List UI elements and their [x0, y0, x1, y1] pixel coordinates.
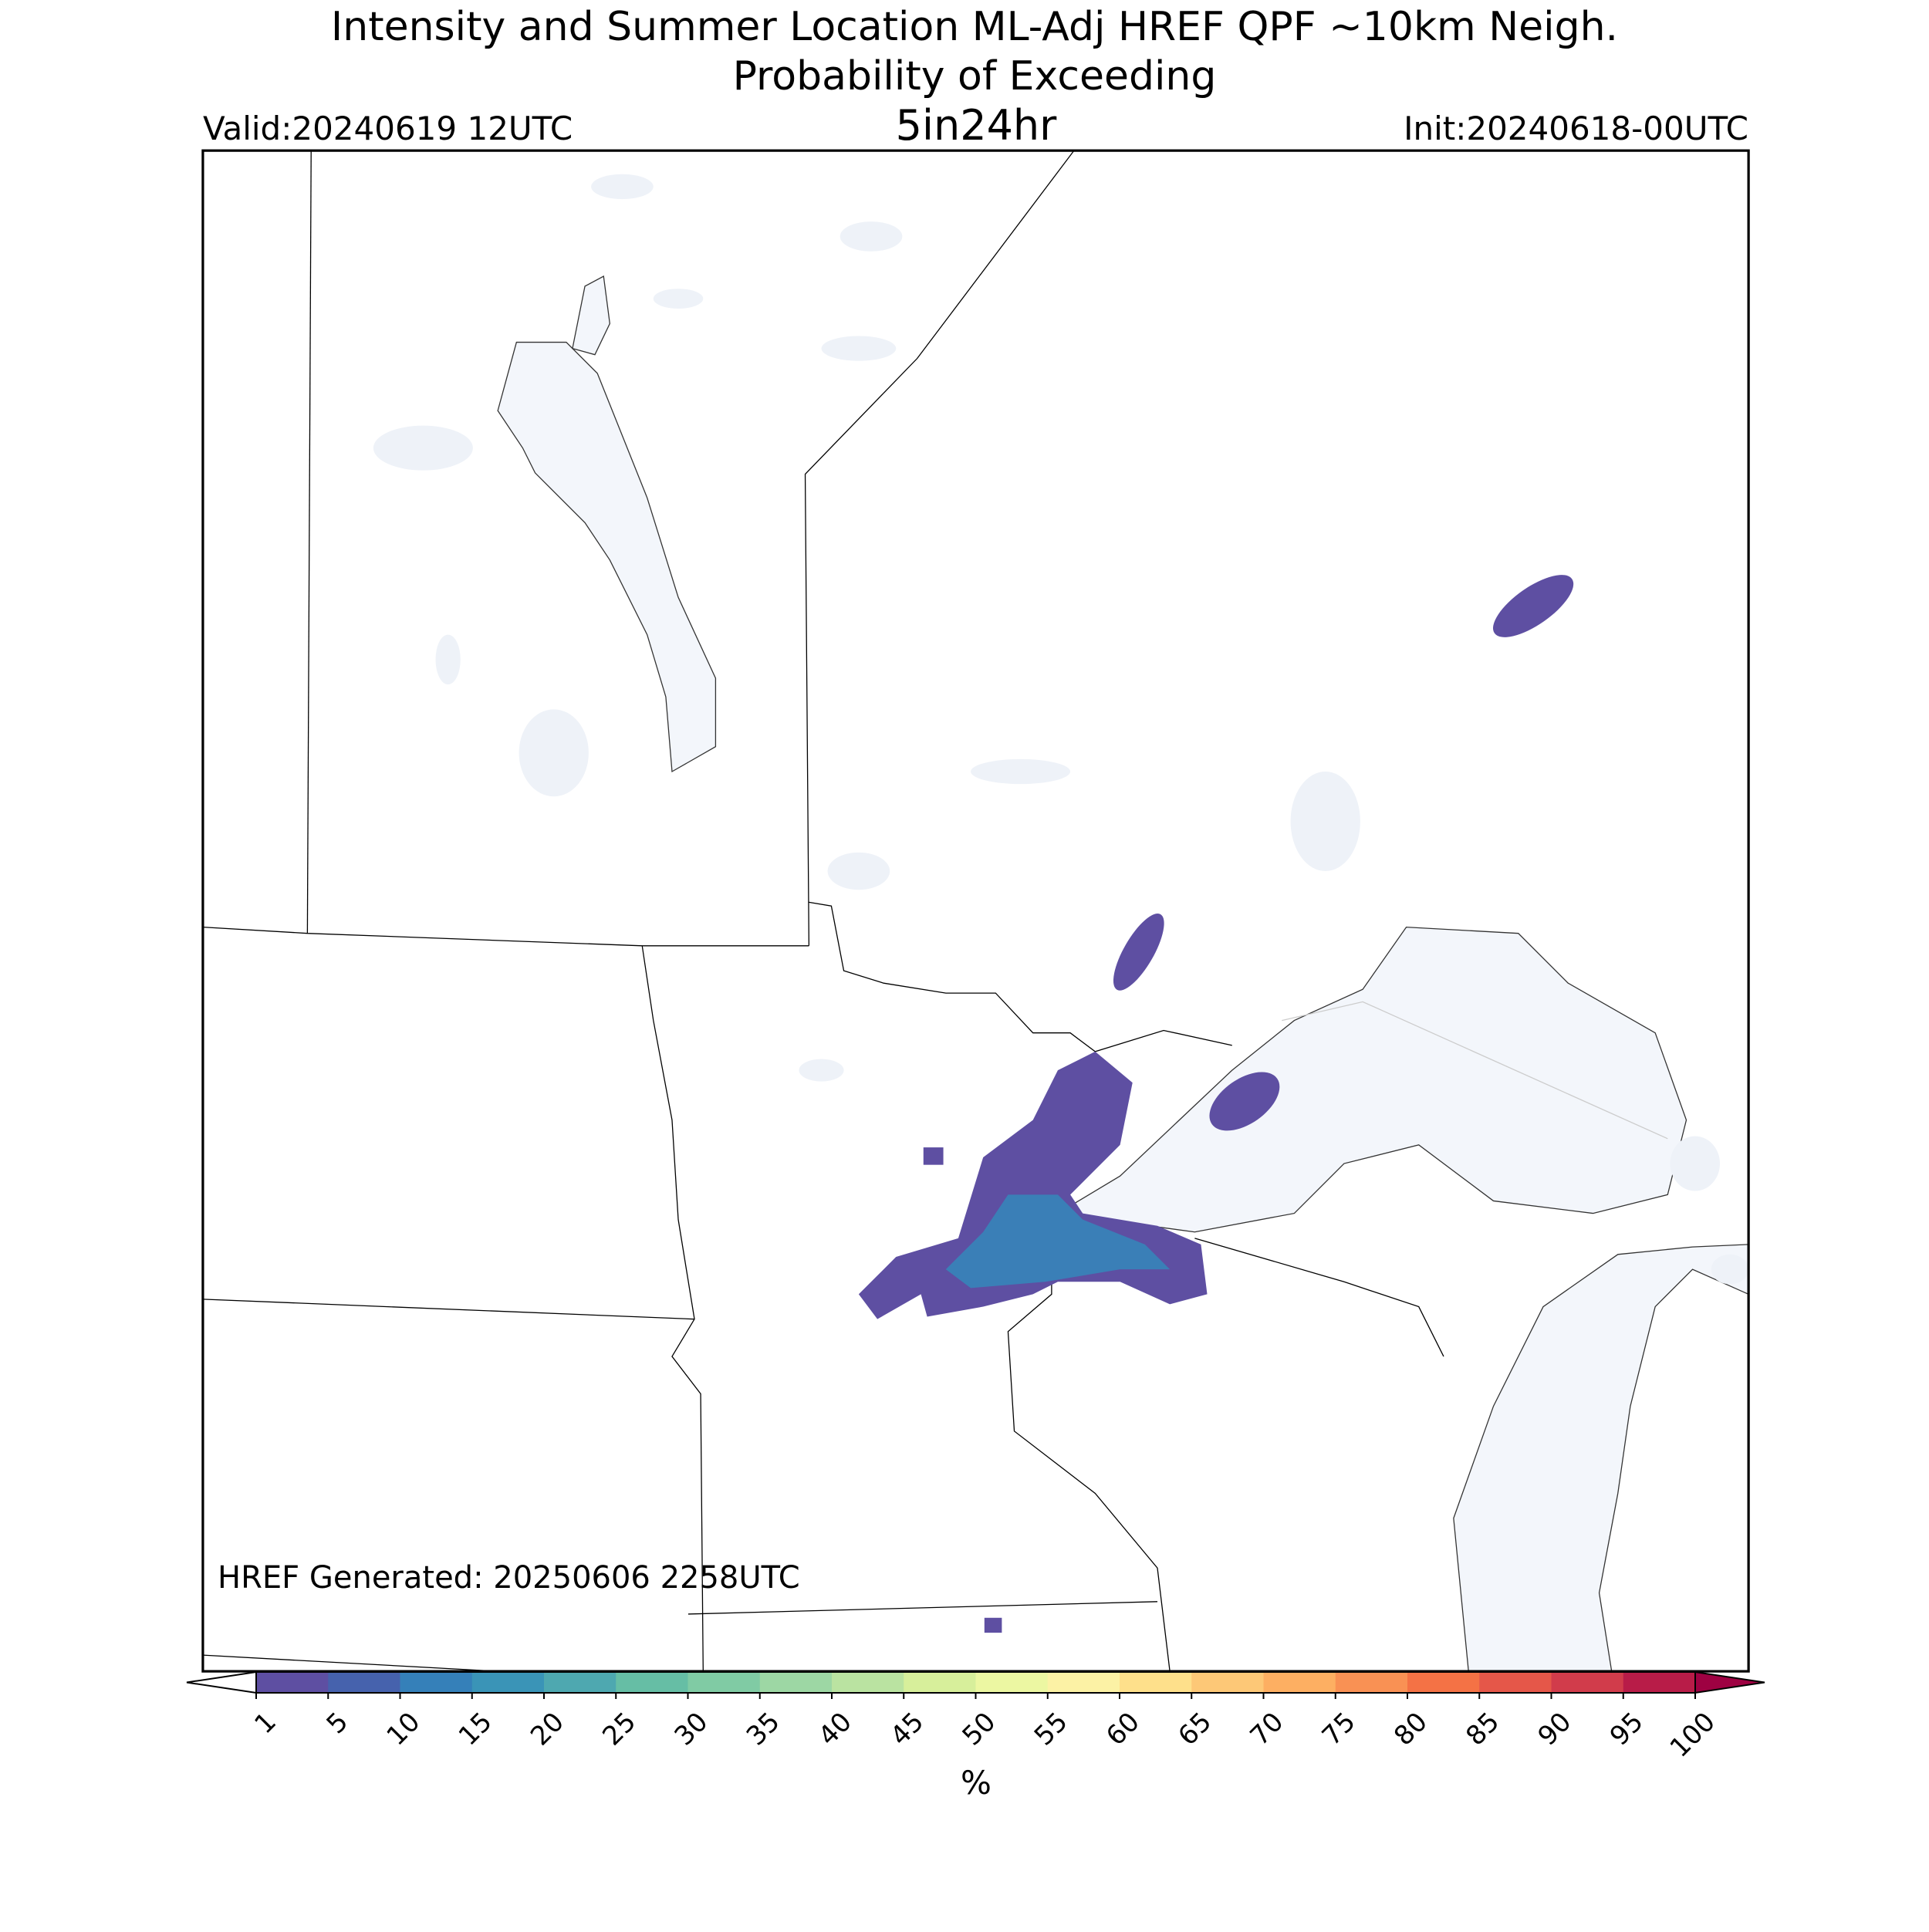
probability-area	[1113, 914, 1164, 991]
colorbar-under	[186, 1670, 257, 1694]
colorbar-tick-label: 80	[1388, 1707, 1434, 1752]
colorbar-bin	[471, 1672, 545, 1693]
colorbar-tick-label: 70	[1245, 1707, 1290, 1752]
colorbar-tick-label: 5	[321, 1707, 355, 1741]
lake-winnipeg	[497, 341, 717, 773]
border	[1282, 1001, 1668, 1140]
colorbar-over	[1694, 1670, 1765, 1694]
colorbar-tick-label: 50	[957, 1707, 1002, 1752]
colorbar-tick-label: 55	[1029, 1707, 1074, 1752]
colorbar-bin	[904, 1672, 976, 1693]
probability-area	[1209, 1072, 1280, 1131]
colorbar-bin	[975, 1672, 1049, 1693]
border	[1194, 1238, 1444, 1357]
colorbar-bin	[1191, 1672, 1264, 1693]
colorbar-tick-label: 75	[1316, 1707, 1362, 1752]
small-lakes	[373, 174, 1749, 1285]
colorbar-tick-label: 40	[812, 1707, 858, 1752]
colorbar-bin	[400, 1672, 473, 1693]
border	[202, 1299, 695, 1320]
border	[306, 150, 312, 934]
colorbar-tick-label: 25	[596, 1707, 642, 1752]
colorbar-bin	[328, 1672, 400, 1693]
border	[641, 945, 704, 1672]
probability-area	[945, 1194, 1171, 1289]
threshold: 5in24hr	[896, 101, 1058, 150]
border	[804, 150, 1075, 946]
border	[202, 1654, 498, 1672]
colorbar-bin	[1551, 1672, 1624, 1693]
colorbar-tick-label: 10	[381, 1707, 427, 1752]
colorbar-tick-label: 15	[453, 1707, 498, 1752]
colorbar-bin	[256, 1672, 329, 1693]
colorbar-tick-label: 30	[669, 1707, 715, 1752]
colorbar-bin	[759, 1672, 833, 1693]
subtitle: Probability of Exceeding	[733, 53, 1217, 100]
colorbar-bin	[1047, 1672, 1120, 1693]
colorbar-bin	[832, 1672, 904, 1693]
border	[1007, 1225, 1171, 1672]
probability-area	[1493, 575, 1574, 637]
colorbar-bin	[1623, 1672, 1696, 1693]
colorbar-tick-label: 60	[1100, 1707, 1146, 1752]
colorbar-tick-label: 90	[1532, 1707, 1578, 1752]
colorbar-tick-label: 85	[1460, 1707, 1505, 1752]
colorbar-bin	[1479, 1672, 1552, 1693]
colorbar-tick-label: 65	[1172, 1707, 1218, 1752]
generated-note: HREF Generated: 20250606 2258UTC	[218, 1560, 800, 1596]
border	[687, 1601, 1158, 1615]
colorbar-label: %	[961, 1764, 992, 1802]
colorbar-bin	[687, 1672, 761, 1693]
probability-area	[923, 1147, 944, 1165]
colorbar-tick-label: 45	[884, 1707, 930, 1752]
colorbar-bin	[1335, 1672, 1408, 1693]
colorbar: 1 5 10 15 20 25 30 35 40 45 50 55 60 65 70 75 80 85 90 95 10…	[186, 1670, 1765, 1802]
colorbar-tick-label: 1	[248, 1707, 282, 1741]
lake-superior	[1056, 926, 1687, 1233]
lake-michigan-huron	[1453, 1244, 1749, 1672]
map	[201, 149, 1750, 1673]
init-time: Init:20240618-00UTC	[1404, 110, 1748, 147]
colorbar-bin	[1120, 1672, 1192, 1693]
valid-time: Valid:20240619 12UTC	[203, 110, 573, 147]
colorbar-tick-label: 20	[525, 1707, 570, 1752]
colorbar-tick-label: 35	[741, 1707, 786, 1752]
border	[809, 901, 1232, 1052]
colorbar-bin	[616, 1672, 688, 1693]
border	[202, 926, 809, 947]
colorbar-tick-label: 95	[1604, 1707, 1650, 1752]
colorbar-bin	[1263, 1672, 1336, 1693]
probability-area	[984, 1617, 1002, 1633]
lake-winnipeg-north	[572, 275, 610, 356]
colorbar-bin	[544, 1672, 617, 1693]
colorbar-tick-label: 100	[1664, 1707, 1721, 1764]
colorbar-bin	[1407, 1672, 1480, 1693]
title: Intensity and Summer Location ML-Adj HRE…	[331, 4, 1618, 50]
